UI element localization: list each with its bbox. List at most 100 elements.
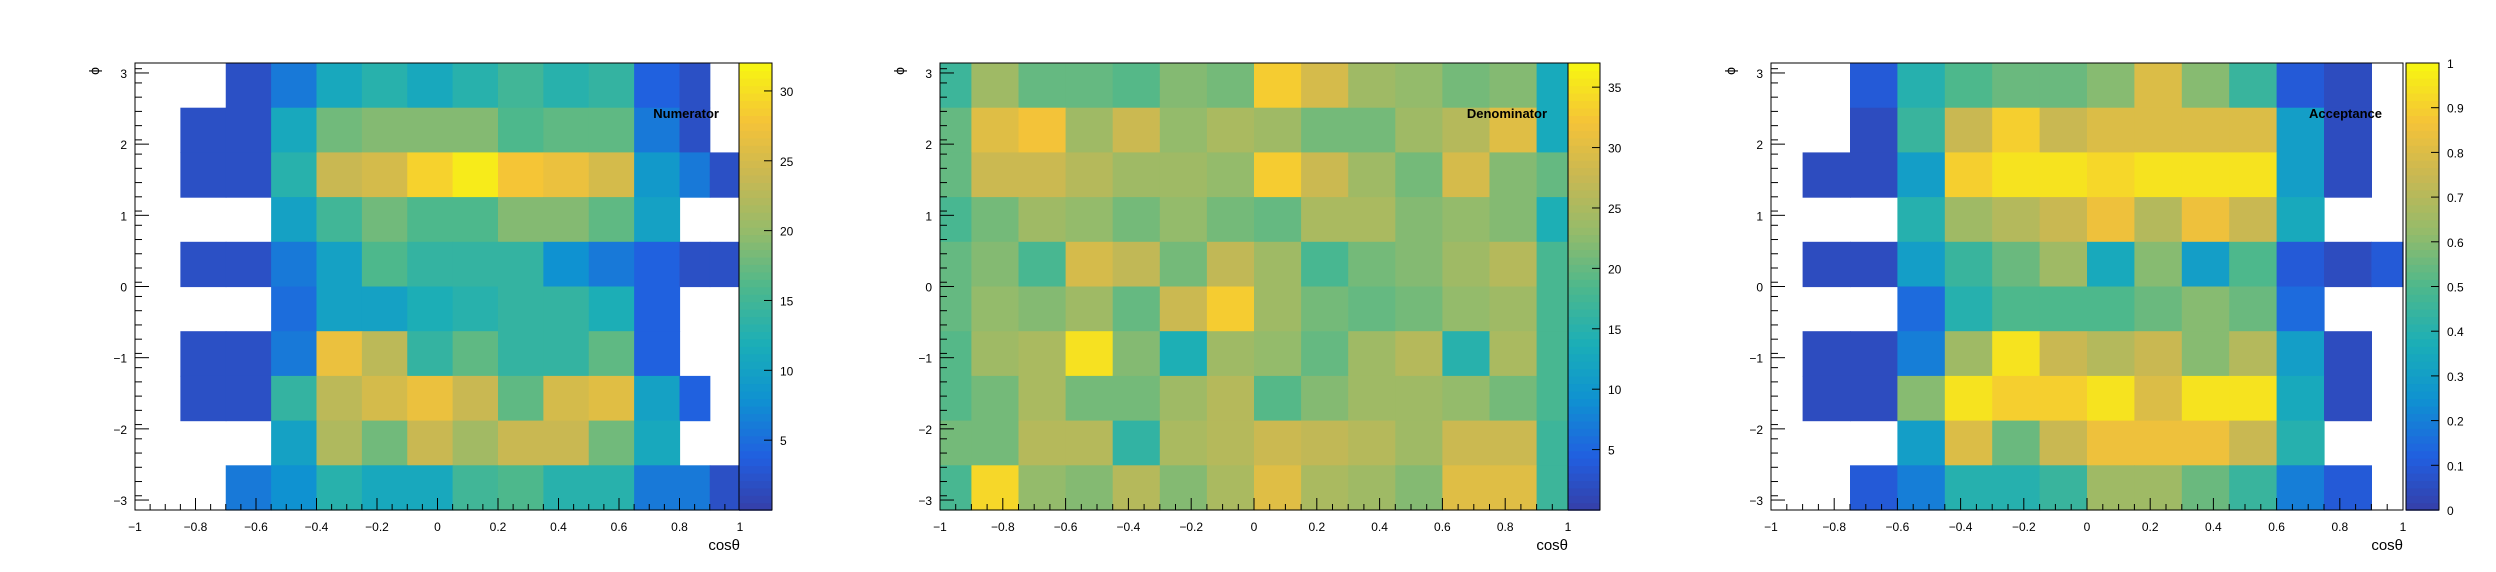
palette-band bbox=[739, 249, 772, 258]
y-tick-label: −1 bbox=[1749, 352, 1763, 366]
heatmap-cell bbox=[971, 420, 1020, 466]
heatmap-cell bbox=[1301, 286, 1349, 332]
heatmap-cell bbox=[1112, 107, 1161, 153]
heatmap-cell bbox=[2039, 241, 2088, 288]
heatmap-cell bbox=[1254, 465, 1302, 511]
heatmap-cell bbox=[498, 420, 544, 466]
heatmap-cell bbox=[1944, 197, 1993, 243]
heatmap-cell bbox=[1992, 63, 2041, 109]
heatmap-cell bbox=[1206, 465, 1255, 511]
heatmap-cell bbox=[1536, 107, 1569, 153]
heatmap-cell bbox=[316, 152, 363, 198]
heatmap-cell bbox=[2181, 375, 2230, 422]
heatmap-cell bbox=[271, 465, 318, 511]
heatmap-cell bbox=[1442, 197, 1491, 243]
palette-band bbox=[739, 137, 772, 146]
heatmap-cell bbox=[940, 197, 972, 243]
heatmap-cell bbox=[2087, 107, 2135, 153]
palette-band bbox=[1568, 487, 1600, 496]
palette-band bbox=[1568, 465, 1600, 474]
palette-band bbox=[739, 323, 772, 332]
palette-band bbox=[2406, 271, 2439, 280]
heatmap-cell bbox=[1992, 465, 2041, 511]
heatmap-cell bbox=[634, 241, 681, 288]
palette-band bbox=[1568, 234, 1600, 243]
y-tick-label: −3 bbox=[1749, 494, 1763, 508]
heatmap-cell bbox=[2324, 465, 2372, 511]
heatmap-cell bbox=[1489, 420, 1538, 466]
palette-band bbox=[1568, 271, 1600, 280]
heatmap-cell bbox=[1944, 331, 1993, 377]
heatmap-cell bbox=[1850, 375, 1898, 422]
heatmap-cell bbox=[1112, 197, 1161, 243]
palette-band bbox=[1568, 346, 1600, 355]
heatmap-cell bbox=[2229, 286, 2278, 332]
palette-band bbox=[1568, 279, 1600, 288]
heatmap-cell bbox=[452, 152, 499, 198]
palette-band bbox=[739, 368, 772, 377]
heatmap-cell bbox=[971, 197, 1020, 243]
heatmap-cell bbox=[971, 375, 1020, 422]
heatmap-cell bbox=[588, 465, 635, 511]
palette-band bbox=[739, 286, 772, 295]
heatmap-cell bbox=[1065, 331, 1114, 377]
x-tick-label: −0.4 bbox=[1117, 520, 1141, 534]
heatmap-cell bbox=[1301, 241, 1349, 288]
heatmap-cell bbox=[2181, 420, 2230, 466]
heatmap-cell bbox=[1442, 331, 1491, 377]
x-tick-label: 0.6 bbox=[1434, 520, 1451, 534]
heatmap-cell bbox=[543, 63, 590, 109]
heatmap-cell bbox=[1112, 420, 1161, 466]
x-tick-label: −0.2 bbox=[365, 520, 389, 534]
palette-band bbox=[2406, 249, 2439, 258]
x-tick-label: −1 bbox=[128, 520, 142, 534]
z-tick-label: 30 bbox=[780, 85, 794, 99]
x-tick-label: 0.8 bbox=[2331, 520, 2348, 534]
palette-band bbox=[1568, 480, 1600, 489]
chart-panel-3: −1 −0.8 −0.6 −0.4 −0.2 0 0.2 0.4 0.6 0.8 1 −3 −2 −1 0 1… bbox=[1722, 57, 2464, 554]
heatmap-cell bbox=[1442, 107, 1491, 153]
heatmap-cell bbox=[971, 465, 1020, 511]
heatmap-cell bbox=[1112, 241, 1161, 288]
heatmap-cell bbox=[271, 152, 318, 198]
heatmap-cell bbox=[1065, 63, 1114, 109]
heatmap-cell bbox=[679, 375, 711, 422]
y-tick-label: 0 bbox=[1756, 281, 1763, 295]
heatmap-cell bbox=[543, 331, 590, 377]
heatmap-cell bbox=[1489, 197, 1538, 243]
x-tick-label: 0.6 bbox=[611, 520, 628, 534]
palette-band bbox=[739, 100, 772, 109]
palette-band bbox=[739, 472, 772, 481]
heatmap-cell bbox=[543, 152, 590, 198]
heatmap-cell bbox=[2134, 286, 2183, 332]
heatmap-cell bbox=[2087, 197, 2135, 243]
palette-band bbox=[1568, 264, 1600, 273]
palette-band bbox=[1568, 361, 1600, 370]
heatmap-cell bbox=[498, 152, 544, 198]
chart-title: Numerator bbox=[653, 106, 719, 121]
heatmap-cell bbox=[2276, 241, 2325, 288]
heatmap-cell bbox=[2134, 241, 2183, 288]
y-tick-label: −2 bbox=[1749, 423, 1763, 437]
heatmap-cell bbox=[1112, 331, 1161, 377]
heatmap-cell bbox=[971, 286, 1020, 332]
heatmap-cell bbox=[588, 241, 635, 288]
heatmap-cell bbox=[1897, 152, 1946, 198]
palette-band bbox=[2406, 487, 2439, 496]
heatmap-cell bbox=[2371, 241, 2404, 288]
z-tick-label: 10 bbox=[1608, 383, 1622, 397]
palette-band bbox=[1568, 368, 1600, 377]
heatmap-cell bbox=[1992, 241, 2041, 288]
z-tick-label: 0.6 bbox=[2447, 236, 2464, 250]
heatmap-cell bbox=[2276, 63, 2325, 109]
heatmap-cell bbox=[588, 420, 635, 466]
heatmap-cell bbox=[709, 241, 741, 288]
heatmap-cell bbox=[2181, 107, 2230, 153]
heatmap-cell bbox=[225, 63, 272, 109]
palette-band bbox=[2406, 152, 2439, 161]
palette-band bbox=[1568, 197, 1600, 206]
heatmap-cell bbox=[225, 241, 272, 288]
heatmap-cell bbox=[2087, 420, 2135, 466]
heatmap-cell bbox=[1897, 197, 1946, 243]
heatmap-cell bbox=[316, 331, 363, 377]
